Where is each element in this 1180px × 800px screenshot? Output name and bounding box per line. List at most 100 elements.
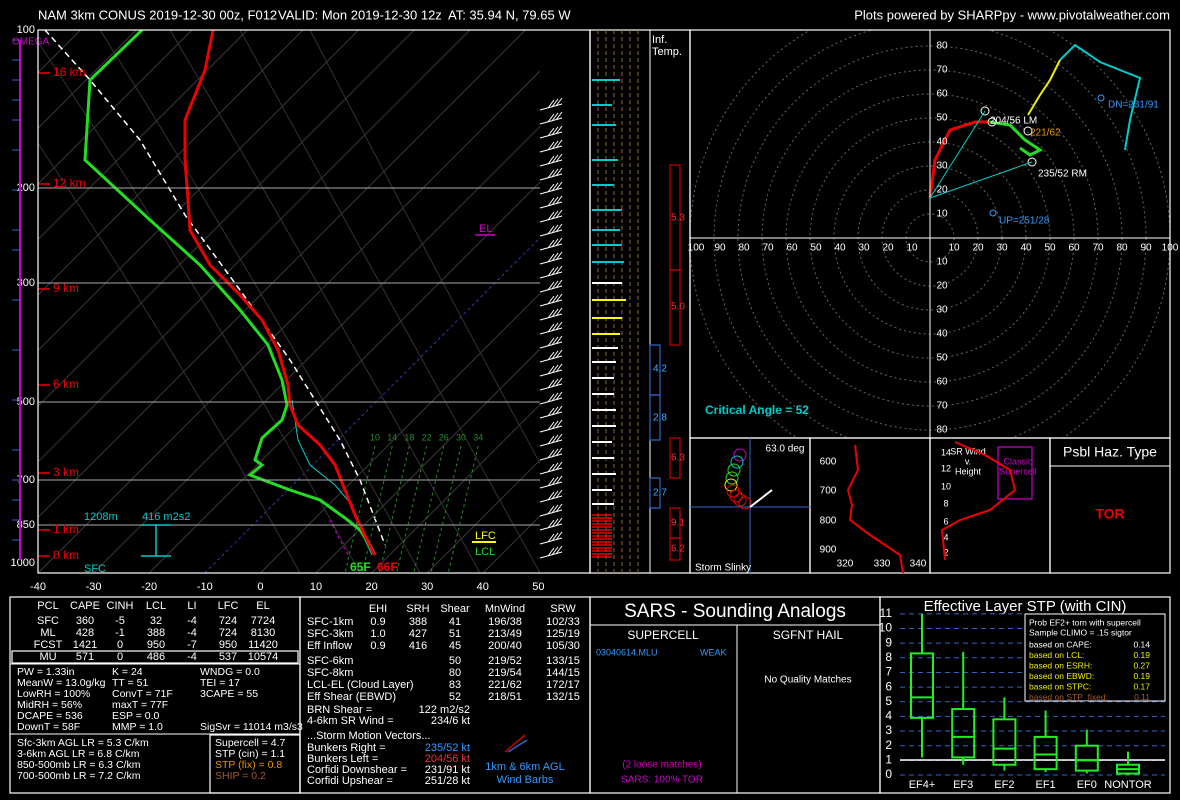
parcel-header: CINH	[107, 600, 134, 612]
kin-cell: 219/52	[488, 655, 522, 667]
stp-legend-value: 0.11	[1134, 692, 1150, 702]
wind-barb-flag	[547, 379, 555, 389]
wind-barb-flag	[551, 448, 559, 458]
wind-barb-flag	[551, 238, 559, 248]
hodo-red	[928, 120, 990, 199]
lfc-label: LFC	[475, 530, 496, 542]
dry-adiabat	[309, 30, 540, 465]
kin-cell: 125/19	[546, 628, 580, 640]
motion-value: 231/91 kt	[425, 764, 470, 776]
kin-extra-value: 234/6 kt	[431, 715, 470, 727]
stp-title: Effective Layer STP (with CIN)	[924, 598, 1127, 615]
wind-barb-staff	[539, 537, 563, 545]
kin-extra-value: 122 m2/s2	[419, 704, 470, 716]
parcel-cell: 388	[147, 627, 165, 639]
mixing-ratio-label: 34	[473, 432, 483, 442]
stp-tick: 0	[885, 767, 892, 781]
wind-barb-flag	[547, 225, 555, 235]
wind-barb-flag	[547, 407, 555, 417]
isotherm	[38, 30, 304, 296]
omega-label: OMEGA	[12, 37, 50, 48]
wind-barb-staff	[539, 453, 563, 461]
pressure-tick-label: 100	[17, 24, 35, 36]
wind-barb-flag	[551, 490, 559, 500]
wind-barb-flag	[551, 308, 559, 318]
wind-barb-flag	[555, 307, 563, 317]
stp-legend-value: 0.19	[1133, 650, 1150, 660]
stp-tick: 11	[880, 606, 893, 620]
wind-barb-flag	[551, 364, 559, 374]
motion-value: 204/56 kt	[425, 753, 470, 765]
box	[910, 652, 934, 719]
wind-barb-staff	[539, 173, 563, 181]
hodo-marker	[1027, 157, 1037, 167]
wind-barb-flag	[555, 335, 563, 345]
hodo-inflow	[929, 110, 986, 199]
motion-name: Bunkers Left =	[307, 753, 378, 765]
supercell-label: Classic	[1003, 456, 1033, 466]
temp-tick-label: 20	[365, 581, 377, 593]
wind-barb-flag	[551, 336, 559, 346]
kin-header: EHI	[369, 603, 387, 615]
wind-barb-flag	[551, 392, 559, 402]
kin-cell: 50	[449, 655, 461, 667]
stp-category: EF1	[1036, 779, 1056, 791]
kin-row-name: SFC-3km	[307, 628, 353, 640]
wind-barb-flag	[551, 406, 559, 416]
wind-barb-flag	[555, 139, 563, 149]
wind-barb-flag	[555, 321, 563, 331]
inferred-value: 9.1	[671, 518, 685, 529]
sfc-dewpoint: 65F	[350, 560, 371, 574]
parcel-header: PCL	[37, 600, 58, 612]
hodo-tick: 60	[1068, 243, 1080, 254]
hodo-up	[989, 209, 997, 217]
skewt-plot	[38, 30, 540, 573]
inferred-box	[649, 394, 661, 441]
wind-barb-flag	[551, 266, 559, 276]
parcel-cell: -4	[187, 615, 197, 627]
wind-barb-flag	[547, 533, 555, 543]
mixing-ratio-line	[447, 445, 479, 574]
wind-barb-staff	[539, 187, 563, 195]
credit: Plots powered by SHARPpy - www.pivotalwe…	[854, 7, 1170, 22]
srwind-tick: 12	[941, 463, 951, 473]
wind-barb-flag	[547, 393, 555, 403]
pressure-tick-label: 200	[17, 182, 35, 194]
hodo-tick: 60	[786, 243, 798, 254]
stp-legend-label: based on STPC:	[1029, 681, 1091, 691]
mixing-ratio-label: 26	[439, 432, 449, 442]
wind-barb-flag	[555, 293, 563, 303]
wind-barb-staff	[539, 551, 563, 559]
wind-barb-flag	[551, 112, 559, 122]
theta-p-tick: 600	[820, 457, 837, 468]
kin-cell: 0.9	[370, 640, 385, 652]
wind-barb-staff	[539, 327, 563, 335]
wind-barb-staff	[539, 159, 563, 167]
kin-cell: 219/54	[488, 667, 522, 679]
kin-cell: 218/51	[488, 691, 522, 703]
inferred-value: 5.0	[671, 302, 685, 313]
stp-tick: 4	[885, 709, 892, 723]
wind-barb-staff	[539, 257, 563, 265]
kin-cell: 1.0	[370, 628, 385, 640]
parcel-index: TEI = 17	[200, 677, 240, 689]
wind-barb-flag	[551, 280, 559, 290]
wind-barb-staff	[539, 229, 563, 237]
parcel-index: maxT = 77F	[112, 699, 168, 711]
wind-barb-flag	[551, 434, 559, 444]
hodo-tick: 70	[1092, 243, 1104, 254]
hodo-tick: 40	[936, 329, 948, 340]
sars-supercell: SUPERCELL	[627, 628, 699, 642]
wind-barb-flag	[555, 475, 563, 485]
wind-barb-flag	[547, 211, 555, 221]
parcel-index: K = 24	[112, 666, 143, 678]
height-label: 12 km	[53, 176, 86, 190]
inferred-box	[669, 437, 681, 479]
parcel-cell: 0	[117, 639, 123, 651]
wind-barb-flag	[551, 210, 559, 220]
dry-adiabat	[38, 41, 361, 573]
wind-barb-flag	[547, 351, 555, 361]
hodo-tick: 70	[936, 401, 948, 412]
temp-tick-label: 10	[310, 581, 322, 593]
wind-barb-flag	[551, 378, 559, 388]
